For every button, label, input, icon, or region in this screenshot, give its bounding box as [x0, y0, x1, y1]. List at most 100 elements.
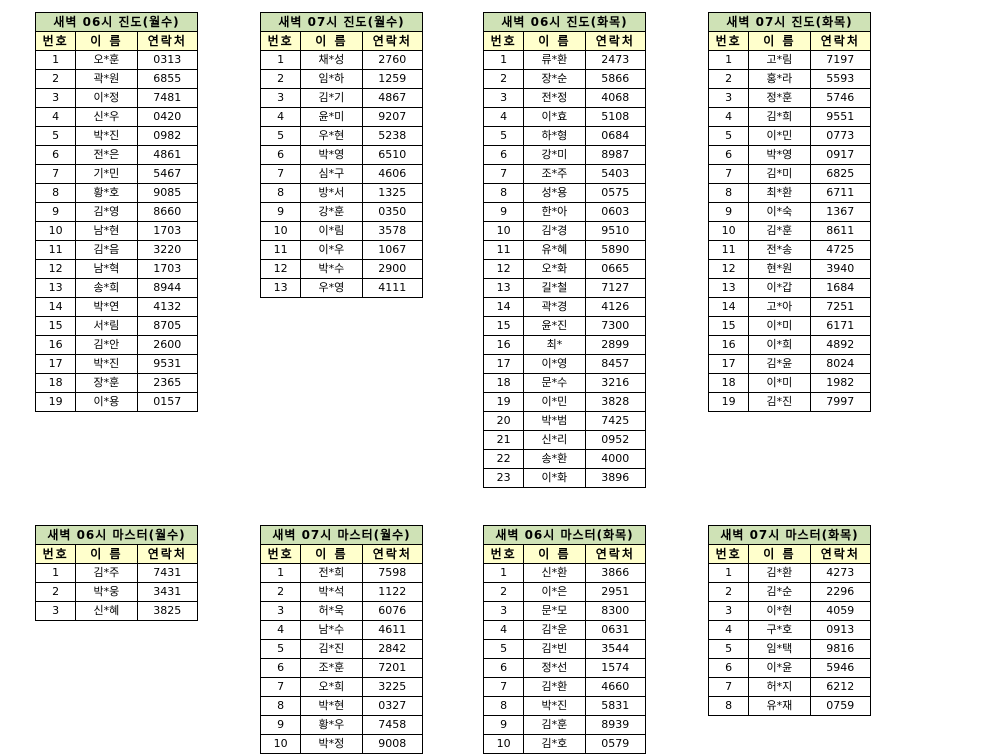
header-number[interactable]: 번호 [34, 31, 77, 51]
cell-contact[interactable]: 4892 [809, 335, 872, 355]
cell-number[interactable]: 4 [482, 107, 525, 127]
cell-contact[interactable]: 5108 [584, 107, 647, 127]
cell-number[interactable]: 7 [707, 164, 750, 184]
header-contact[interactable]: 연락처 [361, 31, 424, 51]
header-number[interactable]: 번호 [707, 544, 750, 564]
cell-number[interactable]: 10 [482, 734, 525, 754]
cell-number[interactable]: 10 [34, 221, 77, 241]
header-name[interactable]: 이 름 [523, 544, 586, 564]
cell-contact[interactable]: 4867 [361, 88, 424, 108]
cell-number[interactable]: 2 [259, 69, 302, 89]
cell-name[interactable]: 방*서 [300, 183, 363, 203]
cell-contact[interactable]: 8987 [584, 145, 647, 165]
cell-name[interactable]: 허*욱 [300, 601, 363, 621]
cell-contact[interactable]: 7598 [361, 563, 424, 583]
cell-number[interactable]: 22 [482, 449, 525, 469]
cell-name[interactable]: 우*현 [300, 126, 363, 146]
cell-contact[interactable]: 7127 [584, 278, 647, 298]
cell-name[interactable]: 문*수 [523, 373, 586, 393]
cell-number[interactable]: 7 [707, 677, 750, 697]
cell-number[interactable]: 11 [34, 240, 77, 260]
table-title[interactable]: 새벽 07시 마스터(월수) [260, 525, 423, 545]
cell-number[interactable]: 11 [707, 240, 750, 260]
cell-contact[interactable]: 8944 [136, 278, 199, 298]
cell-contact[interactable]: 6171 [809, 316, 872, 336]
cell-number[interactable]: 4 [707, 620, 750, 640]
cell-number[interactable]: 17 [482, 354, 525, 374]
cell-contact[interactable]: 6076 [361, 601, 424, 621]
cell-number[interactable]: 1 [34, 563, 77, 583]
cell-name[interactable]: 이*영 [523, 354, 586, 374]
cell-name[interactable]: 박*영 [748, 145, 811, 165]
cell-number[interactable]: 10 [707, 221, 750, 241]
cell-contact[interactable]: 4132 [136, 297, 199, 317]
cell-contact[interactable]: 3225 [361, 677, 424, 697]
cell-name[interactable]: 이*화 [523, 468, 586, 488]
cell-number[interactable]: 4 [707, 107, 750, 127]
cell-number[interactable]: 3 [259, 88, 302, 108]
cell-contact[interactable]: 1703 [136, 259, 199, 279]
cell-name[interactable]: 이*갑 [748, 278, 811, 298]
header-number[interactable]: 번호 [259, 544, 302, 564]
cell-number[interactable]: 7 [34, 164, 77, 184]
cell-name[interactable]: 오*희 [300, 677, 363, 697]
cell-contact[interactable]: 8611 [809, 221, 872, 241]
cell-number[interactable]: 10 [259, 221, 302, 241]
cell-name[interactable]: 길*철 [523, 278, 586, 298]
cell-name[interactable]: 황*우 [300, 715, 363, 735]
cell-contact[interactable]: 0952 [584, 430, 647, 450]
cell-number[interactable]: 2 [259, 582, 302, 602]
cell-contact[interactable]: 0917 [809, 145, 872, 165]
table-title[interactable]: 새벽 06시 마스터(화목) [483, 525, 646, 545]
cell-number[interactable]: 12 [707, 259, 750, 279]
cell-contact[interactable]: 2899 [584, 335, 647, 355]
cell-name[interactable]: 기*민 [75, 164, 138, 184]
cell-contact[interactable]: 2296 [809, 582, 872, 602]
cell-number[interactable]: 19 [707, 392, 750, 412]
cell-contact[interactable]: 5238 [361, 126, 424, 146]
cell-number[interactable]: 6 [707, 658, 750, 678]
cell-name[interactable]: 현*원 [748, 259, 811, 279]
cell-number[interactable]: 1 [707, 563, 750, 583]
cell-name[interactable]: 이*용 [75, 392, 138, 412]
cell-contact[interactable]: 4273 [809, 563, 872, 583]
cell-name[interactable]: 구*호 [748, 620, 811, 640]
cell-number[interactable]: 6 [34, 145, 77, 165]
cell-contact[interactable]: 0420 [136, 107, 199, 127]
cell-name[interactable]: 우*영 [300, 278, 363, 298]
cell-contact[interactable]: 4861 [136, 145, 199, 165]
cell-number[interactable]: 3 [482, 601, 525, 621]
cell-contact[interactable]: 7458 [361, 715, 424, 735]
cell-name[interactable]: 서*림 [75, 316, 138, 336]
cell-number[interactable]: 7 [259, 677, 302, 697]
header-number[interactable]: 번호 [482, 544, 525, 564]
cell-name[interactable]: 박*현 [300, 696, 363, 716]
cell-number[interactable]: 4 [259, 620, 302, 640]
cell-contact[interactable]: 3544 [584, 639, 647, 659]
cell-number[interactable]: 6 [259, 145, 302, 165]
cell-contact[interactable]: 2951 [584, 582, 647, 602]
cell-name[interactable]: 김*음 [75, 240, 138, 260]
cell-name[interactable]: 홍*라 [748, 69, 811, 89]
cell-number[interactable]: 8 [34, 183, 77, 203]
cell-contact[interactable]: 9551 [809, 107, 872, 127]
cell-contact[interactable]: 0631 [584, 620, 647, 640]
cell-contact[interactable]: 5593 [809, 69, 872, 89]
cell-name[interactable]: 성*용 [523, 183, 586, 203]
cell-name[interactable]: 김*순 [748, 582, 811, 602]
cell-contact[interactable]: 0913 [809, 620, 872, 640]
cell-number[interactable]: 12 [482, 259, 525, 279]
cell-number[interactable]: 5 [482, 639, 525, 659]
cell-name[interactable]: 박*범 [523, 411, 586, 431]
cell-number[interactable]: 13 [707, 278, 750, 298]
cell-contact[interactable]: 8457 [584, 354, 647, 374]
cell-number[interactable]: 20 [482, 411, 525, 431]
header-contact[interactable]: 연락처 [809, 31, 872, 51]
cell-contact[interactable]: 9207 [361, 107, 424, 127]
header-name[interactable]: 이 름 [300, 31, 363, 51]
cell-number[interactable]: 1 [707, 50, 750, 70]
header-name[interactable]: 이 름 [748, 544, 811, 564]
cell-name[interactable]: 박*석 [300, 582, 363, 602]
cell-name[interactable]: 남*수 [300, 620, 363, 640]
cell-contact[interactable]: 7251 [809, 297, 872, 317]
